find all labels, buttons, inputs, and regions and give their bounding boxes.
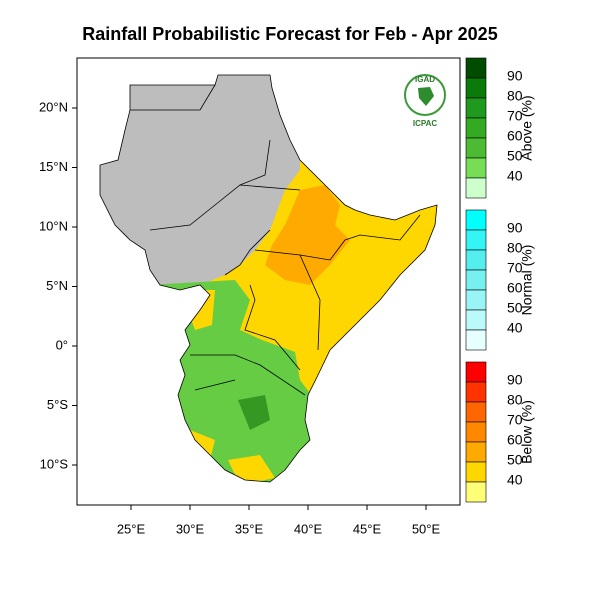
lat-label: 10°N xyxy=(39,218,68,233)
legend-tick-label: 40 xyxy=(507,472,523,488)
lat-label: 5°S xyxy=(47,397,68,412)
legend-title: Above (%) xyxy=(519,95,535,160)
legend-swatch xyxy=(465,57,487,79)
lat-label: 0° xyxy=(56,337,68,352)
legends: 90 80 70 60 50 40 Above (%) 90 80 70 60 50 40 Normal … xyxy=(465,57,535,503)
legend-title: Normal (%) xyxy=(519,245,535,316)
lon-label: 30°E xyxy=(176,521,205,536)
logo-center: ICPAC xyxy=(413,119,438,128)
legend-tick-label: 40 xyxy=(507,168,523,184)
country-borders xyxy=(99,74,438,483)
logo: IGAD ICPAC xyxy=(404,74,446,128)
legend-tick-label: 80 xyxy=(507,240,523,256)
lat-label: 20°N xyxy=(39,99,68,114)
legend-swatch xyxy=(465,209,487,231)
legend-tick-label: 70 xyxy=(507,260,523,276)
legend-tick-label: 80 xyxy=(507,88,523,104)
legend-swatch xyxy=(465,177,487,199)
legend-swatch xyxy=(465,461,487,483)
lat-label: 5°N xyxy=(46,278,68,293)
legend-swatch xyxy=(465,117,487,139)
legend-tick-label: 60 xyxy=(507,280,523,296)
logo-name: IGAD xyxy=(415,75,435,84)
legend-swatch xyxy=(465,157,487,179)
lat-label: 15°N xyxy=(39,159,68,174)
axis-ticks: 20°N 15°N 10°N 5°N 0° 5°S 10°S 25°E 30°E 35°E 40°E… xyxy=(39,99,441,536)
legend-swatch xyxy=(465,381,487,403)
legend-swatch xyxy=(465,97,487,119)
legend-tick-label: 50 xyxy=(507,148,523,164)
legend-swatch xyxy=(465,309,487,331)
legend-swatch xyxy=(465,361,487,383)
lon-label: 45°E xyxy=(353,521,382,536)
legend-swatch xyxy=(465,421,487,443)
legend-tick-label: 40 xyxy=(507,320,523,336)
legend-swatch xyxy=(465,229,487,251)
legend-tick-label: 90 xyxy=(507,372,523,388)
legend-tick-label: 90 xyxy=(507,68,523,84)
lat-label: 10°S xyxy=(40,456,69,471)
legend-swatch xyxy=(465,481,487,503)
legend-swatch xyxy=(465,269,487,291)
legend-swatch xyxy=(465,441,487,463)
legend-tick-label: 90 xyxy=(507,220,523,236)
legend-tick-label: 50 xyxy=(507,300,523,316)
lon-label: 40°E xyxy=(294,521,323,536)
legend-tick-label: 50 xyxy=(507,452,523,468)
legend-swatch xyxy=(465,137,487,159)
legend-swatch xyxy=(465,401,487,423)
legend-tick-label: 60 xyxy=(507,128,523,144)
lon-label: 35°E xyxy=(235,521,264,536)
legend-tick-label: 70 xyxy=(507,108,523,124)
legend-tick-label: 70 xyxy=(507,412,523,428)
legend-swatch xyxy=(465,289,487,311)
legend-tick-label: 80 xyxy=(507,392,523,408)
lon-label: 50°E xyxy=(412,521,441,536)
lon-label: 25°E xyxy=(117,521,146,536)
map-title: Rainfall Probabilistic Forecast for Feb … xyxy=(82,24,497,44)
legend-swatch xyxy=(465,329,487,351)
legend-swatch xyxy=(465,249,487,271)
legend-swatch xyxy=(465,77,487,99)
legend-title: Below (%) xyxy=(519,400,535,464)
legend-tick-label: 60 xyxy=(507,432,523,448)
